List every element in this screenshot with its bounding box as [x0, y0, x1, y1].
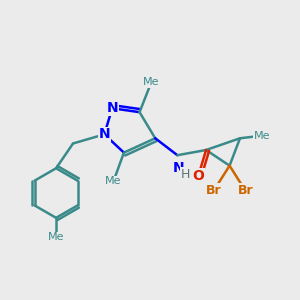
Text: Br: Br	[237, 184, 253, 197]
Text: H: H	[181, 168, 190, 181]
Text: Br: Br	[206, 184, 222, 197]
Text: Me: Me	[254, 131, 270, 141]
Text: Me: Me	[143, 77, 160, 87]
Text: Me: Me	[48, 232, 64, 242]
Text: O: O	[192, 169, 204, 183]
Text: N: N	[98, 127, 110, 141]
Text: Me: Me	[105, 176, 122, 186]
Text: N: N	[173, 161, 184, 175]
Text: N: N	[106, 101, 118, 115]
